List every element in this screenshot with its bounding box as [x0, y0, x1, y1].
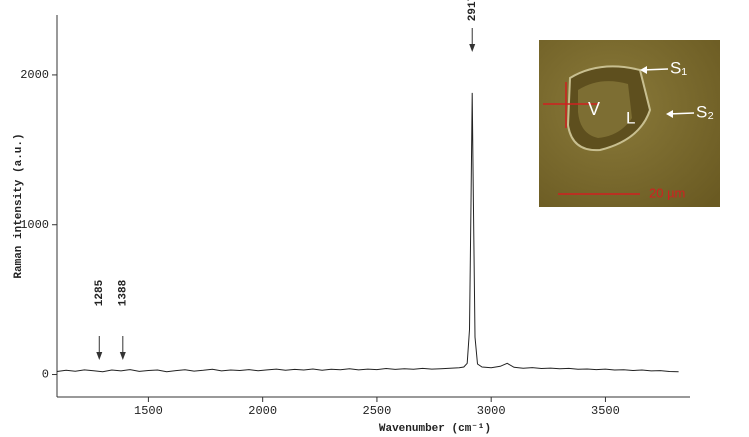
inset-label: L — [626, 108, 635, 127]
inset-label: V — [588, 99, 600, 119]
y-tick-label: 1000 — [20, 218, 49, 232]
inset-arrow — [640, 66, 647, 74]
x-tick-label: 1500 — [134, 404, 163, 418]
x-tick-label: 2000 — [248, 404, 277, 418]
peak-label: 2917 — [467, 0, 479, 21]
peak-label: 1285 — [94, 279, 106, 306]
peak-arrowhead — [96, 352, 103, 360]
x-tick-label: 2500 — [363, 404, 392, 418]
x-tick-label: 3000 — [477, 404, 506, 418]
inset-vesicle-core — [578, 81, 632, 138]
inset-label: S₂ — [696, 102, 714, 121]
peak-arrowhead — [119, 352, 126, 360]
inset-scale-label: 20 µm — [649, 185, 685, 200]
spectrum-line — [56, 92, 679, 373]
y-axis-label: Raman intensity (a.u.) — [13, 133, 25, 278]
inset-label: S₁ — [670, 58, 687, 77]
x-tick-label: 3500 — [591, 404, 620, 418]
inset-photo: V L S₁ S₂ 20 µm — [539, 40, 720, 207]
y-tick-label: 0 — [42, 368, 49, 382]
inset-arrow — [666, 110, 673, 118]
peak-label: 1388 — [118, 279, 130, 306]
peak-arrowhead — [469, 44, 476, 52]
x-axis-label: Wavenumber (cm⁻¹) — [379, 423, 491, 435]
y-tick-label: 2000 — [20, 68, 49, 82]
